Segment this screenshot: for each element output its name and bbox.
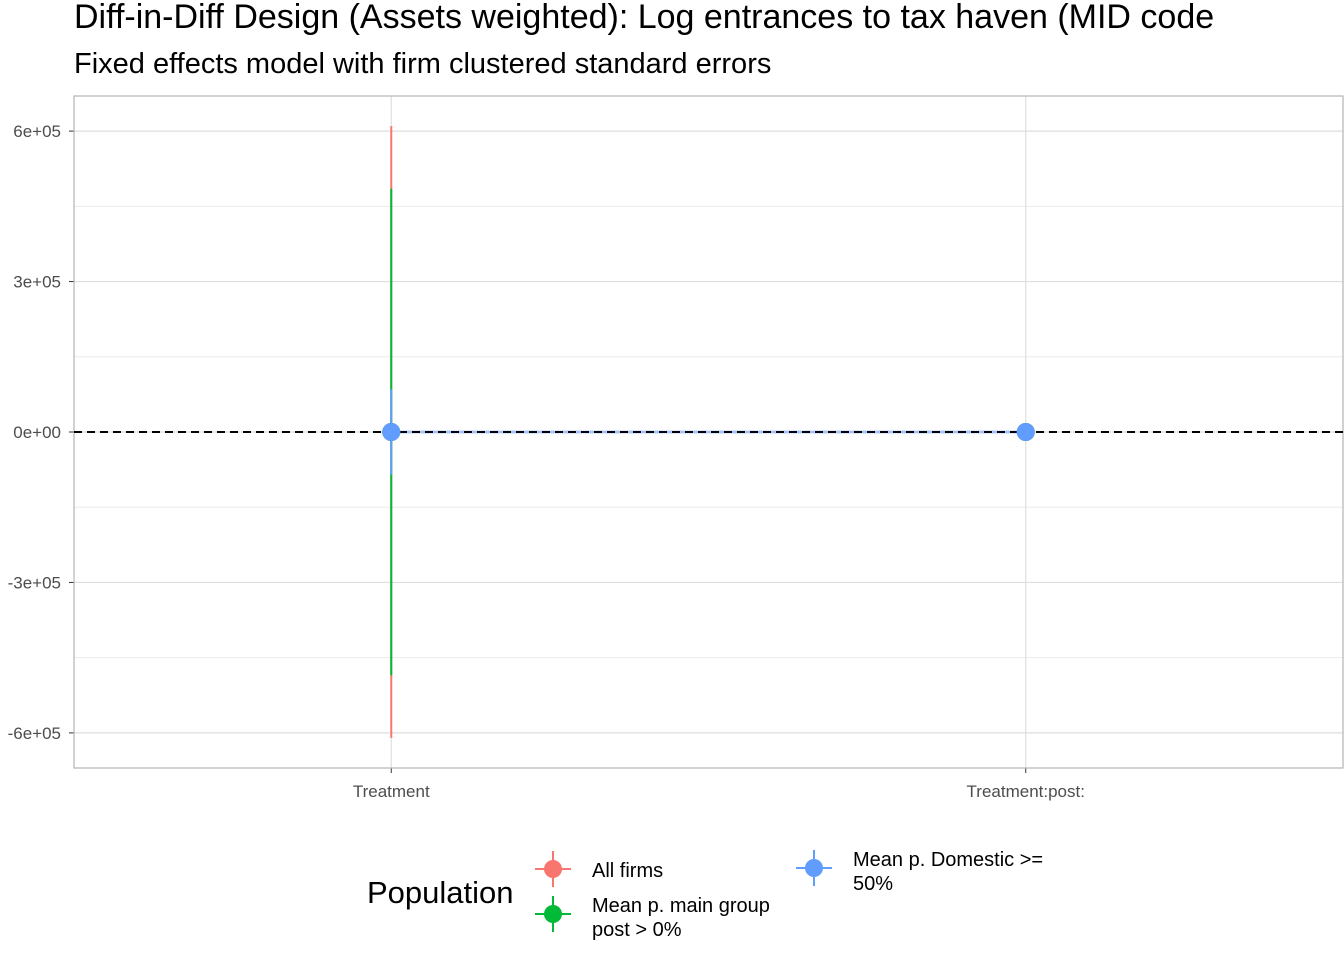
- axis-layer: 6e+05 3e+05 0e+00 -3e+05 -6e+05 Treatment Trea…: [8, 95, 1344, 801]
- legend: Population All firms Mean p. main group pos…: [367, 849, 1043, 941]
- y-tick-label: -3e+05: [8, 573, 61, 592]
- chart-title: Diff-in-Diff Design (Assets weighted): L…: [74, 0, 1215, 36]
- chart-subtitle: Fixed effects model with firm clustered …: [74, 48, 772, 80]
- legend-key-point-2: [544, 905, 562, 923]
- legend-label-1: All firms: [592, 860, 663, 882]
- legend-label-2: Mean p. main group post > 0%: [592, 895, 770, 941]
- data-point-3-1: [382, 423, 401, 441]
- legend-title: Population: [367, 875, 514, 910]
- x-tick-label: Treatment: [353, 782, 430, 801]
- y-tick-label: 3e+05: [13, 273, 61, 292]
- legend-key-point-1: [544, 860, 562, 878]
- legend-key-point-3: [805, 859, 823, 877]
- data-point-3-2: [1016, 423, 1035, 441]
- legend-label-line: 50%: [853, 873, 893, 895]
- x-tick-label: Treatment:post:: [967, 782, 1085, 801]
- legend-label-3: Mean p. Domestic >= 50%: [853, 849, 1043, 895]
- y-tick-label: 0e+00: [13, 423, 61, 442]
- mark-layer: [74, 126, 1343, 738]
- y-tick-label: -6e+05: [8, 724, 61, 743]
- legend-label-line: post > 0%: [592, 919, 682, 941]
- legend-label-line: Mean p. Domestic >=: [853, 849, 1043, 871]
- legend-label-line: Mean p. main group: [592, 895, 770, 917]
- y-tick-label: 6e+05: [13, 122, 61, 141]
